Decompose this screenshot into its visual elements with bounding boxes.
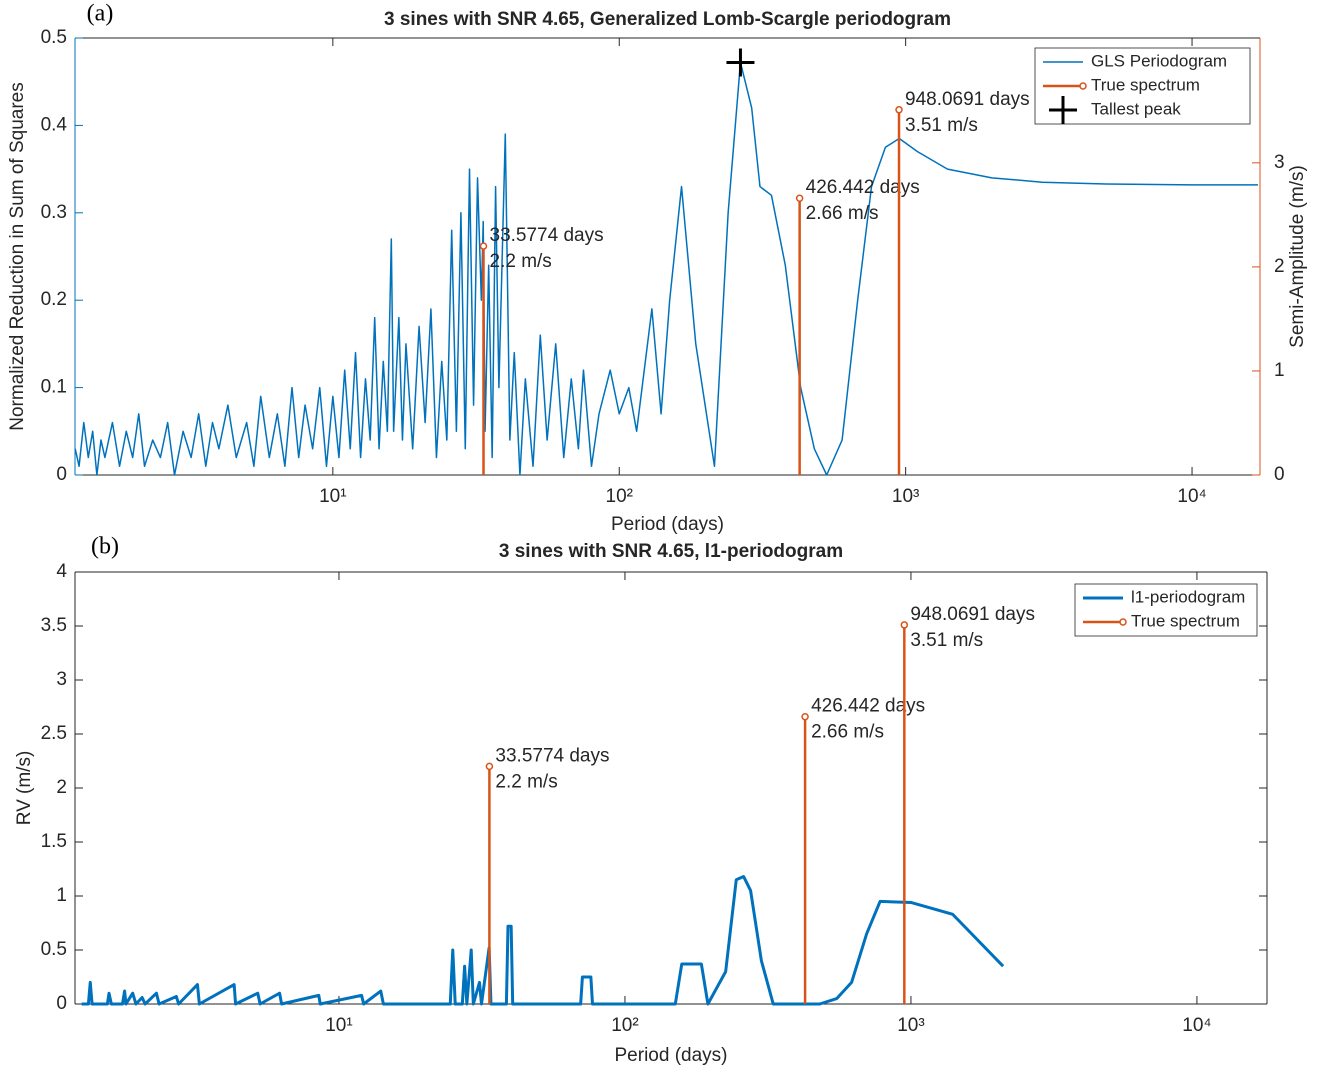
y-tick-label: 0.1 bbox=[41, 377, 67, 398]
y2-tick-label: 3 bbox=[1274, 152, 1285, 173]
y-tick-label: 0.2 bbox=[41, 289, 67, 310]
chart-title: 3 sines with SNR 4.65, Generalized Lomb-… bbox=[384, 9, 951, 30]
stem-head bbox=[895, 106, 903, 114]
stem-head bbox=[795, 194, 804, 202]
stem-value-label: 3.51 m/s bbox=[910, 630, 983, 651]
stem-head bbox=[900, 621, 909, 629]
legend-swatch-head bbox=[1119, 618, 1127, 626]
stem-period-label: 426.442 days bbox=[811, 696, 925, 717]
y-tick-label: 2.5 bbox=[41, 723, 67, 744]
x-tick-label: 10¹ bbox=[325, 1015, 352, 1036]
y-tick-label: 0 bbox=[56, 464, 67, 485]
stem-head bbox=[479, 242, 488, 250]
x-tick-label: 10⁴ bbox=[1177, 486, 1206, 507]
chart-title: 3 sines with SNR 4.65, l1-periodogram bbox=[499, 541, 843, 562]
panel-label: (a) bbox=[87, 1, 114, 27]
y2-axis-label: Semi-Amplitude (m/s) bbox=[1287, 165, 1308, 348]
y-tick-label: 3 bbox=[56, 669, 67, 690]
stem-value-label: 3.51 m/s bbox=[905, 115, 978, 136]
x-axis-label: Period (days) bbox=[611, 514, 724, 535]
y-tick-label: 1 bbox=[56, 885, 67, 906]
stem-period-label: 33.5774 days bbox=[490, 225, 604, 246]
y-axis-label: Normalized Reduction in Sum of Squares bbox=[7, 82, 28, 431]
y-tick-label: 2 bbox=[56, 777, 67, 798]
y-tick-label: 1.5 bbox=[41, 831, 67, 852]
legend-swatch-head bbox=[1079, 82, 1087, 90]
legend-label: l1-periodogram bbox=[1131, 587, 1245, 606]
stem-period-label: 426.442 days bbox=[806, 177, 920, 198]
x-tick-label: 10¹ bbox=[319, 486, 346, 507]
stem-value-label: 2.2 m/s bbox=[495, 771, 557, 792]
legend-box bbox=[1074, 583, 1258, 637]
peak-marker bbox=[726, 48, 755, 77]
legend-label: True spectrum bbox=[1091, 75, 1200, 94]
legend-label: GLS Periodogram bbox=[1091, 51, 1227, 70]
plot-area bbox=[75, 572, 1267, 1004]
legend-label: True spectrum bbox=[1131, 611, 1240, 630]
y-tick-label: 0.5 bbox=[41, 939, 67, 960]
x-tick-label: 10² bbox=[606, 486, 633, 507]
stem-period-label: 948.0691 days bbox=[910, 604, 1035, 625]
periodogram-line bbox=[74, 61, 1259, 476]
panel-label: (b) bbox=[91, 534, 119, 560]
stem-period-label: 948.0691 days bbox=[905, 89, 1030, 110]
y-tick-label: 0 bbox=[56, 993, 67, 1014]
stem-head bbox=[801, 712, 809, 721]
x-tick-label: 10³ bbox=[897, 1015, 924, 1036]
y-tick-label: 0.3 bbox=[41, 202, 67, 223]
x-tick-label: 10⁴ bbox=[1182, 1015, 1211, 1036]
y2-tick-label: 1 bbox=[1274, 360, 1285, 381]
stem-value-label: 2.2 m/s bbox=[490, 251, 552, 272]
stem-value-label: 2.66 m/s bbox=[811, 722, 884, 743]
stem-value-label: 2.66 m/s bbox=[806, 203, 879, 224]
x-tick-label: 10³ bbox=[892, 486, 919, 507]
y2-tick-label: 2 bbox=[1274, 256, 1285, 277]
y-tick-label: 4 bbox=[56, 561, 67, 582]
y2-tick-label: 0 bbox=[1274, 464, 1285, 485]
y-tick-label: 0.4 bbox=[41, 114, 68, 135]
periodogram-line bbox=[81, 875, 1005, 1006]
y-axis-label: RV (m/s) bbox=[14, 751, 35, 826]
x-axis-label: Period (days) bbox=[615, 1045, 728, 1066]
stem-head bbox=[485, 762, 494, 771]
x-tick-label: 10² bbox=[611, 1015, 638, 1036]
legend-label: Tallest peak bbox=[1091, 99, 1181, 118]
legend-swatch bbox=[1049, 96, 1077, 124]
stem-period-label: 33.5774 days bbox=[495, 745, 609, 766]
y-tick-label: 3.5 bbox=[41, 615, 67, 636]
y-tick-label: 0.5 bbox=[41, 27, 67, 48]
